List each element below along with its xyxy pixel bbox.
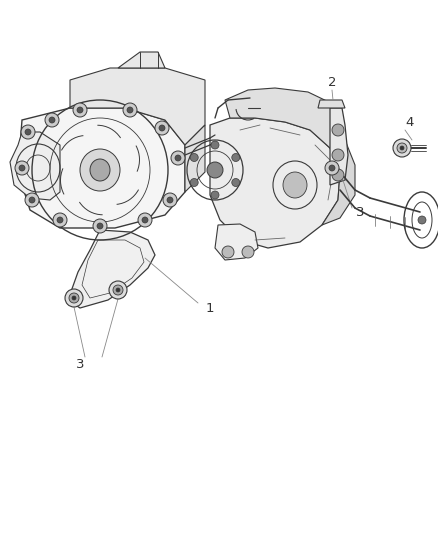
Ellipse shape	[159, 125, 165, 131]
Polygon shape	[209, 118, 339, 248]
Ellipse shape	[113, 285, 123, 295]
Ellipse shape	[65, 289, 83, 307]
Ellipse shape	[207, 162, 223, 178]
Ellipse shape	[417, 216, 425, 224]
Ellipse shape	[15, 161, 29, 175]
Ellipse shape	[90, 159, 110, 181]
Ellipse shape	[72, 296, 76, 300]
Ellipse shape	[49, 117, 55, 123]
Ellipse shape	[392, 139, 410, 157]
Polygon shape	[68, 230, 155, 308]
Polygon shape	[329, 108, 347, 185]
Polygon shape	[10, 132, 60, 200]
Ellipse shape	[162, 193, 177, 207]
Ellipse shape	[331, 149, 343, 161]
Text: 2: 2	[327, 76, 336, 88]
Ellipse shape	[127, 107, 133, 113]
Ellipse shape	[331, 124, 343, 136]
Ellipse shape	[97, 223, 103, 229]
Polygon shape	[118, 52, 165, 68]
Ellipse shape	[109, 281, 127, 299]
Text: 3: 3	[76, 359, 84, 372]
Ellipse shape	[328, 165, 334, 171]
Ellipse shape	[396, 143, 406, 153]
Ellipse shape	[222, 246, 233, 258]
Ellipse shape	[211, 191, 219, 199]
Text: 4: 4	[405, 116, 413, 128]
Polygon shape	[321, 130, 354, 225]
Ellipse shape	[80, 149, 120, 191]
Ellipse shape	[171, 151, 184, 165]
Ellipse shape	[211, 141, 219, 149]
Ellipse shape	[155, 121, 169, 135]
Ellipse shape	[138, 213, 152, 227]
Ellipse shape	[45, 113, 59, 127]
Ellipse shape	[241, 246, 254, 258]
Ellipse shape	[190, 154, 198, 161]
Ellipse shape	[231, 154, 239, 161]
Polygon shape	[225, 88, 344, 148]
Ellipse shape	[283, 172, 306, 198]
Ellipse shape	[53, 213, 67, 227]
Ellipse shape	[231, 179, 239, 187]
Ellipse shape	[190, 179, 198, 187]
Polygon shape	[18, 108, 184, 228]
Ellipse shape	[331, 169, 343, 181]
Text: 1: 1	[205, 302, 214, 314]
Ellipse shape	[324, 161, 338, 175]
Ellipse shape	[141, 217, 148, 223]
Ellipse shape	[25, 193, 39, 207]
Ellipse shape	[73, 103, 87, 117]
Polygon shape	[70, 68, 205, 145]
Polygon shape	[215, 224, 258, 260]
Ellipse shape	[116, 288, 120, 292]
Ellipse shape	[399, 146, 403, 150]
Ellipse shape	[19, 165, 25, 171]
Ellipse shape	[166, 197, 173, 203]
Text: 3: 3	[355, 206, 364, 220]
Ellipse shape	[69, 293, 79, 303]
Ellipse shape	[175, 155, 180, 161]
Ellipse shape	[93, 219, 107, 233]
Ellipse shape	[21, 125, 35, 139]
Ellipse shape	[29, 197, 35, 203]
Polygon shape	[317, 100, 344, 108]
Ellipse shape	[25, 129, 31, 135]
Ellipse shape	[57, 217, 63, 223]
Ellipse shape	[123, 103, 137, 117]
Ellipse shape	[77, 107, 83, 113]
Polygon shape	[184, 125, 205, 192]
